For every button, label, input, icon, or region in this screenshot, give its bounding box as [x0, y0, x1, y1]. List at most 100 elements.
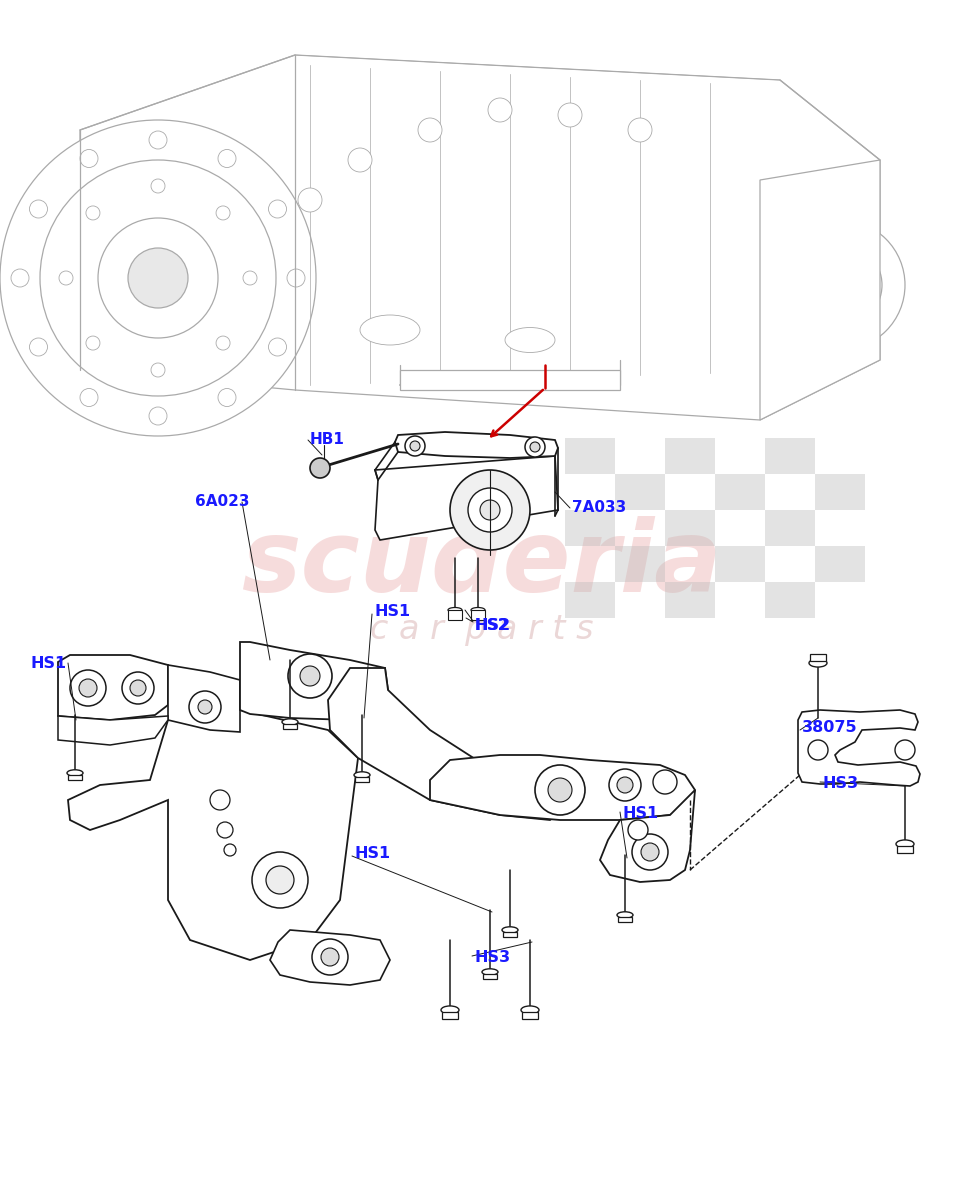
Circle shape [312, 938, 348, 974]
Bar [815, 546, 865, 582]
Circle shape [40, 160, 276, 396]
Ellipse shape [505, 328, 555, 353]
Bar [504, 931, 517, 937]
Circle shape [70, 670, 106, 706]
Circle shape [530, 442, 540, 452]
Ellipse shape [67, 770, 83, 776]
Text: HS3: HS3 [822, 776, 858, 792]
Circle shape [122, 672, 154, 704]
Bar [523, 1012, 537, 1019]
Bar [665, 438, 715, 474]
Text: HB1: HB1 [310, 432, 345, 448]
Circle shape [641, 842, 659, 862]
Polygon shape [240, 642, 388, 720]
Text: HS2: HS2 [475, 618, 511, 632]
Bar [400, 370, 620, 390]
Circle shape [348, 148, 372, 172]
Bar [765, 582, 815, 618]
Bar [68, 775, 82, 780]
Bar [615, 546, 665, 582]
Circle shape [410, 440, 420, 451]
Ellipse shape [617, 912, 633, 918]
Circle shape [79, 679, 97, 697]
Bar [665, 510, 715, 546]
Bar [665, 582, 715, 618]
Circle shape [149, 407, 167, 425]
Text: HS1: HS1 [30, 655, 66, 671]
Text: 6A023: 6A023 [195, 494, 249, 510]
Bar [283, 724, 297, 730]
Circle shape [609, 769, 641, 802]
Polygon shape [328, 668, 562, 820]
Text: HS1: HS1 [622, 805, 658, 821]
Circle shape [218, 389, 236, 407]
Bar [565, 438, 615, 474]
Ellipse shape [354, 772, 370, 778]
Circle shape [310, 458, 330, 478]
Circle shape [488, 98, 512, 122]
Polygon shape [760, 160, 880, 420]
Bar [898, 846, 913, 853]
Circle shape [218, 150, 236, 168]
Text: 38075: 38075 [802, 720, 858, 736]
Circle shape [243, 271, 257, 284]
Text: 7A033: 7A033 [572, 500, 626, 516]
Bar [715, 474, 765, 510]
Bar [448, 610, 462, 620]
Circle shape [418, 118, 442, 142]
Circle shape [548, 778, 572, 802]
Polygon shape [68, 710, 358, 960]
Circle shape [266, 866, 294, 894]
Circle shape [151, 362, 165, 377]
Circle shape [30, 200, 47, 218]
Circle shape [288, 654, 332, 698]
Bar [565, 582, 615, 618]
Bar [565, 510, 615, 546]
Circle shape [468, 488, 512, 532]
Text: HS1: HS1 [354, 846, 390, 862]
Circle shape [269, 200, 287, 218]
Circle shape [298, 188, 322, 212]
Ellipse shape [502, 926, 518, 934]
Ellipse shape [282, 719, 298, 725]
Circle shape [287, 269, 305, 287]
Text: c a r  p a r t s: c a r p a r t s [370, 613, 593, 647]
Circle shape [558, 103, 582, 127]
Circle shape [86, 206, 100, 220]
Circle shape [775, 220, 905, 350]
Circle shape [59, 271, 73, 284]
Bar [815, 474, 865, 510]
Ellipse shape [448, 607, 462, 612]
Bar [615, 474, 665, 510]
Ellipse shape [521, 1006, 539, 1014]
Circle shape [0, 120, 316, 436]
Circle shape [224, 844, 236, 856]
Circle shape [535, 766, 585, 815]
Circle shape [216, 206, 230, 220]
Circle shape [98, 218, 218, 338]
Circle shape [216, 336, 230, 350]
Polygon shape [798, 710, 920, 786]
Polygon shape [270, 930, 390, 985]
Bar [765, 510, 815, 546]
Polygon shape [168, 665, 240, 732]
Ellipse shape [896, 840, 914, 848]
Circle shape [653, 770, 677, 794]
Text: scuderia: scuderia [241, 516, 722, 612]
Circle shape [189, 691, 221, 722]
Bar [483, 973, 497, 979]
Text: HS3: HS3 [474, 950, 510, 966]
Circle shape [80, 150, 98, 168]
Bar [811, 654, 825, 661]
Circle shape [632, 834, 668, 870]
Circle shape [198, 700, 212, 714]
Bar [442, 1012, 457, 1019]
Circle shape [628, 820, 648, 840]
Circle shape [628, 118, 652, 142]
Polygon shape [375, 456, 558, 540]
Circle shape [300, 666, 320, 686]
Circle shape [252, 852, 308, 908]
Circle shape [217, 822, 233, 838]
Circle shape [130, 680, 146, 696]
Ellipse shape [482, 968, 498, 976]
